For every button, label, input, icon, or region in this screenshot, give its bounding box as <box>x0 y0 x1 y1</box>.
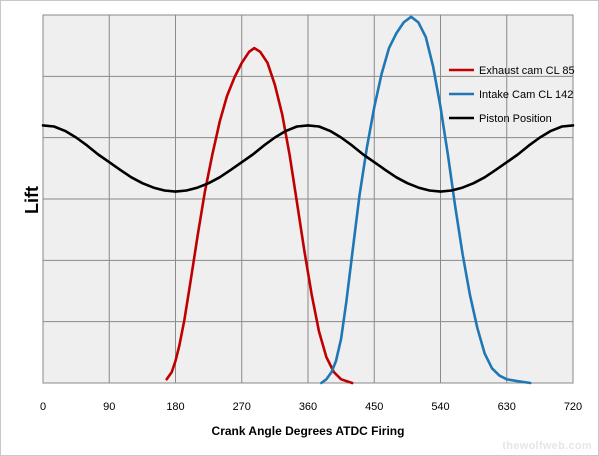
x-axis-title: Crank Angle Degrees ATDC Firing <box>212 424 405 438</box>
legend-label: Exhaust cam CL 85 <box>479 65 575 77</box>
x-tick-label: 180 <box>166 401 184 413</box>
grid-lines <box>43 15 573 383</box>
legend-label: Piston Position <box>479 113 552 125</box>
y-axis-title: Lift <box>22 186 42 214</box>
x-tick-label: 360 <box>299 401 317 413</box>
x-tick-label: 90 <box>103 401 115 413</box>
x-tick-label: 720 <box>564 401 582 413</box>
series-line-3 <box>41 124 575 193</box>
x-tick-label: 0 <box>40 401 46 413</box>
x-tick-label: 540 <box>431 401 449 413</box>
x-tick-label: 450 <box>365 401 383 413</box>
series-line-2 <box>320 15 532 385</box>
series-line-1 <box>165 46 354 385</box>
x-tick-label: 270 <box>233 401 251 413</box>
x-tick-label: 630 <box>498 401 516 413</box>
x-tick-labels: 0 90 180 270 360 450 540 630 720 <box>40 401 582 413</box>
legend-label: Intake Cam CL 142 <box>479 89 573 101</box>
watermark: thewolfweb.com <box>502 440 592 452</box>
series-lines <box>41 15 575 385</box>
legend: Exhaust cam CL 85 Intake Cam CL 142 Piston… <box>449 65 575 125</box>
